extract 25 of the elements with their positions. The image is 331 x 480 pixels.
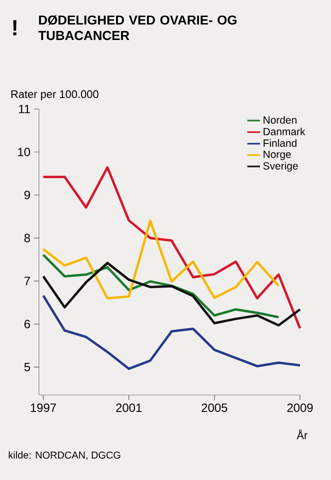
- y-axis-title: Rater per 100.000: [11, 90, 98, 100]
- line-series: [42, 262, 302, 327]
- text: !: [13, 20, 16, 36]
- chart-title: DØDELIGHED VED OVARIE- OG TUBACANCER: [38, 15, 236, 40]
- legend-label: Danmark: [264, 128, 306, 136]
- x-tick-label: 1997: [30, 404, 56, 412]
- legend-label: Finland: [264, 139, 296, 147]
- line-series: [42, 220, 280, 300]
- y-tick-label: 8: [24, 234, 30, 242]
- x-axis-title: År: [296, 430, 308, 440]
- x-tick-label: 2009: [287, 404, 313, 412]
- legend-label: Norge: [264, 150, 291, 160]
- legend-label: Sverige: [263, 162, 298, 172]
- x-tick-label: 2005: [202, 404, 228, 412]
- text: kilde: NORDCAN, DGCG: [8, 451, 120, 460]
- y-tick-label: 5: [24, 362, 30, 372]
- y-tick-label: 6: [24, 320, 30, 328]
- y-tick-label: 10: [18, 148, 30, 156]
- y-tick-label: 11: [19, 104, 30, 114]
- y-tick-label: 7: [24, 276, 30, 286]
- line-series: [42, 294, 302, 370]
- line-series: [42, 254, 280, 318]
- x-tick-label: 2001: [116, 404, 142, 412]
- legend-label: Norden: [264, 116, 296, 124]
- y-tick-label: 9: [24, 190, 30, 200]
